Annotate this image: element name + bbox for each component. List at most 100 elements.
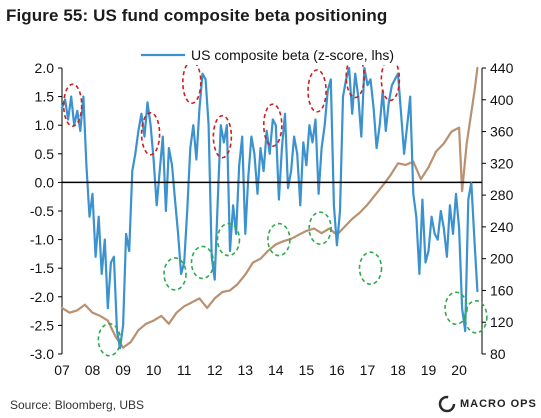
beta-data-point <box>140 112 143 115</box>
x-axis-tick-label: 11 <box>177 362 192 378</box>
beta-data-point <box>192 124 195 127</box>
beta-data-point <box>152 158 155 161</box>
beta-data-point <box>195 158 198 161</box>
beta-data-point <box>76 110 79 112</box>
beta-data-point <box>106 307 109 310</box>
peak-marker-circle <box>307 69 327 113</box>
trough-marker-circle <box>163 257 187 291</box>
x-axis-tick-label: 10 <box>146 362 162 378</box>
beta-data-point <box>94 255 97 258</box>
beta-data-point <box>424 261 427 264</box>
x-axis-tick-label: 12 <box>207 362 223 378</box>
source-note: Source: Bloomberg, UBS <box>10 398 145 412</box>
beta-data-point <box>219 124 222 127</box>
beta-data-point <box>149 124 152 127</box>
beta-data-point <box>442 227 445 230</box>
beta-series-line <box>60 66 479 350</box>
beta-data-point <box>455 192 457 195</box>
beta-data-point <box>436 238 439 241</box>
beta-data-point <box>216 198 219 201</box>
trough-marker-circle <box>97 322 122 357</box>
beta-data-point <box>342 95 344 98</box>
beta-data-point <box>375 147 378 149</box>
beta-data-point <box>409 95 412 98</box>
beta-data-point <box>390 84 393 87</box>
beta-data-point <box>226 124 228 127</box>
beta-data-point <box>394 78 396 81</box>
beta-data-point <box>238 164 241 167</box>
beta-data-point <box>284 112 286 115</box>
right-axis-tick-label: 240 <box>490 219 514 235</box>
brand-name: MACRO OPS <box>460 398 537 410</box>
beta-data-point <box>222 141 225 144</box>
left-axis-tick-label: 1.0 <box>35 117 55 133</box>
beta-data-point <box>207 124 210 127</box>
right-axis-tick-label: 360 <box>490 124 514 140</box>
beta-data-point <box>189 147 192 149</box>
beta-data-point <box>131 170 134 172</box>
beta-data-point <box>256 192 259 195</box>
left-axis-tick-label: -3.0 <box>30 346 54 362</box>
beta-data-point <box>348 67 351 69</box>
x-axis-tick-label: 18 <box>390 362 406 378</box>
beta-data-point <box>161 135 164 138</box>
x-axis-tick-label: 15 <box>299 362 315 378</box>
peak-marker-circle <box>262 103 283 147</box>
beta-data-point <box>229 250 231 252</box>
legend-box <box>137 45 421 65</box>
beta-data-point <box>67 118 70 121</box>
beta-data-point <box>293 135 296 138</box>
brand-logo: MACRO OPS <box>438 395 537 413</box>
trough-marker-circle <box>308 211 332 245</box>
beta-data-point <box>439 210 442 212</box>
x-axis-tick-label: 07 <box>54 362 70 378</box>
beta-data-point <box>91 192 94 195</box>
x-axis-tick-label: 09 <box>115 362 131 378</box>
brand-mark-icon <box>438 395 456 413</box>
beta-data-point <box>274 124 277 127</box>
beta-data-point <box>204 78 207 81</box>
beta-data-point <box>467 198 470 201</box>
beta-data-point <box>177 232 179 235</box>
beta-data-point <box>299 204 302 207</box>
beta-data-point <box>384 130 387 132</box>
beta-data-point <box>100 273 103 275</box>
beta-data-point <box>109 261 112 264</box>
beta-data-point <box>137 130 140 132</box>
beta-data-point <box>372 107 375 109</box>
beta-data-point <box>326 89 329 92</box>
beta-data-point <box>70 95 73 98</box>
beta-data-point <box>180 273 183 275</box>
beta-data-point <box>354 72 357 75</box>
beta-data-point <box>461 307 464 310</box>
left-axis-tick-label: -1.5 <box>30 260 54 276</box>
beta-data-point <box>122 324 124 327</box>
beta-data-point <box>85 164 88 167</box>
beta-data-point <box>387 101 390 104</box>
beta-data-point <box>302 141 305 144</box>
beta-data-point <box>244 232 247 235</box>
beta-data-point <box>247 175 250 178</box>
beta-data-point <box>366 84 369 87</box>
trough-marker-circle <box>190 245 215 280</box>
beta-data-point <box>296 152 299 155</box>
beta-data-point <box>232 204 234 207</box>
peak-marker-circle <box>140 111 161 156</box>
beta-data-point <box>171 164 173 167</box>
left-axis-tick-label: 0.5 <box>35 146 55 162</box>
peak-marker-circle <box>212 114 233 159</box>
beta-data-point <box>146 101 149 104</box>
beta-data-point <box>125 232 128 235</box>
legend-label: US composite beta (z-score, lhs) <box>191 47 394 63</box>
beta-data-point <box>464 330 467 333</box>
beta-data-point <box>88 215 91 218</box>
right-axis-tick-label: 160 <box>490 282 514 298</box>
beta-data-point <box>317 192 320 195</box>
beta-data-point <box>332 204 335 207</box>
beta-data-point <box>458 227 460 230</box>
beta-data-point <box>97 215 100 218</box>
beta-data-point <box>433 232 436 235</box>
beta-data-point <box>265 130 268 132</box>
beta-data-point <box>449 204 451 207</box>
beta-data-point <box>430 215 433 218</box>
